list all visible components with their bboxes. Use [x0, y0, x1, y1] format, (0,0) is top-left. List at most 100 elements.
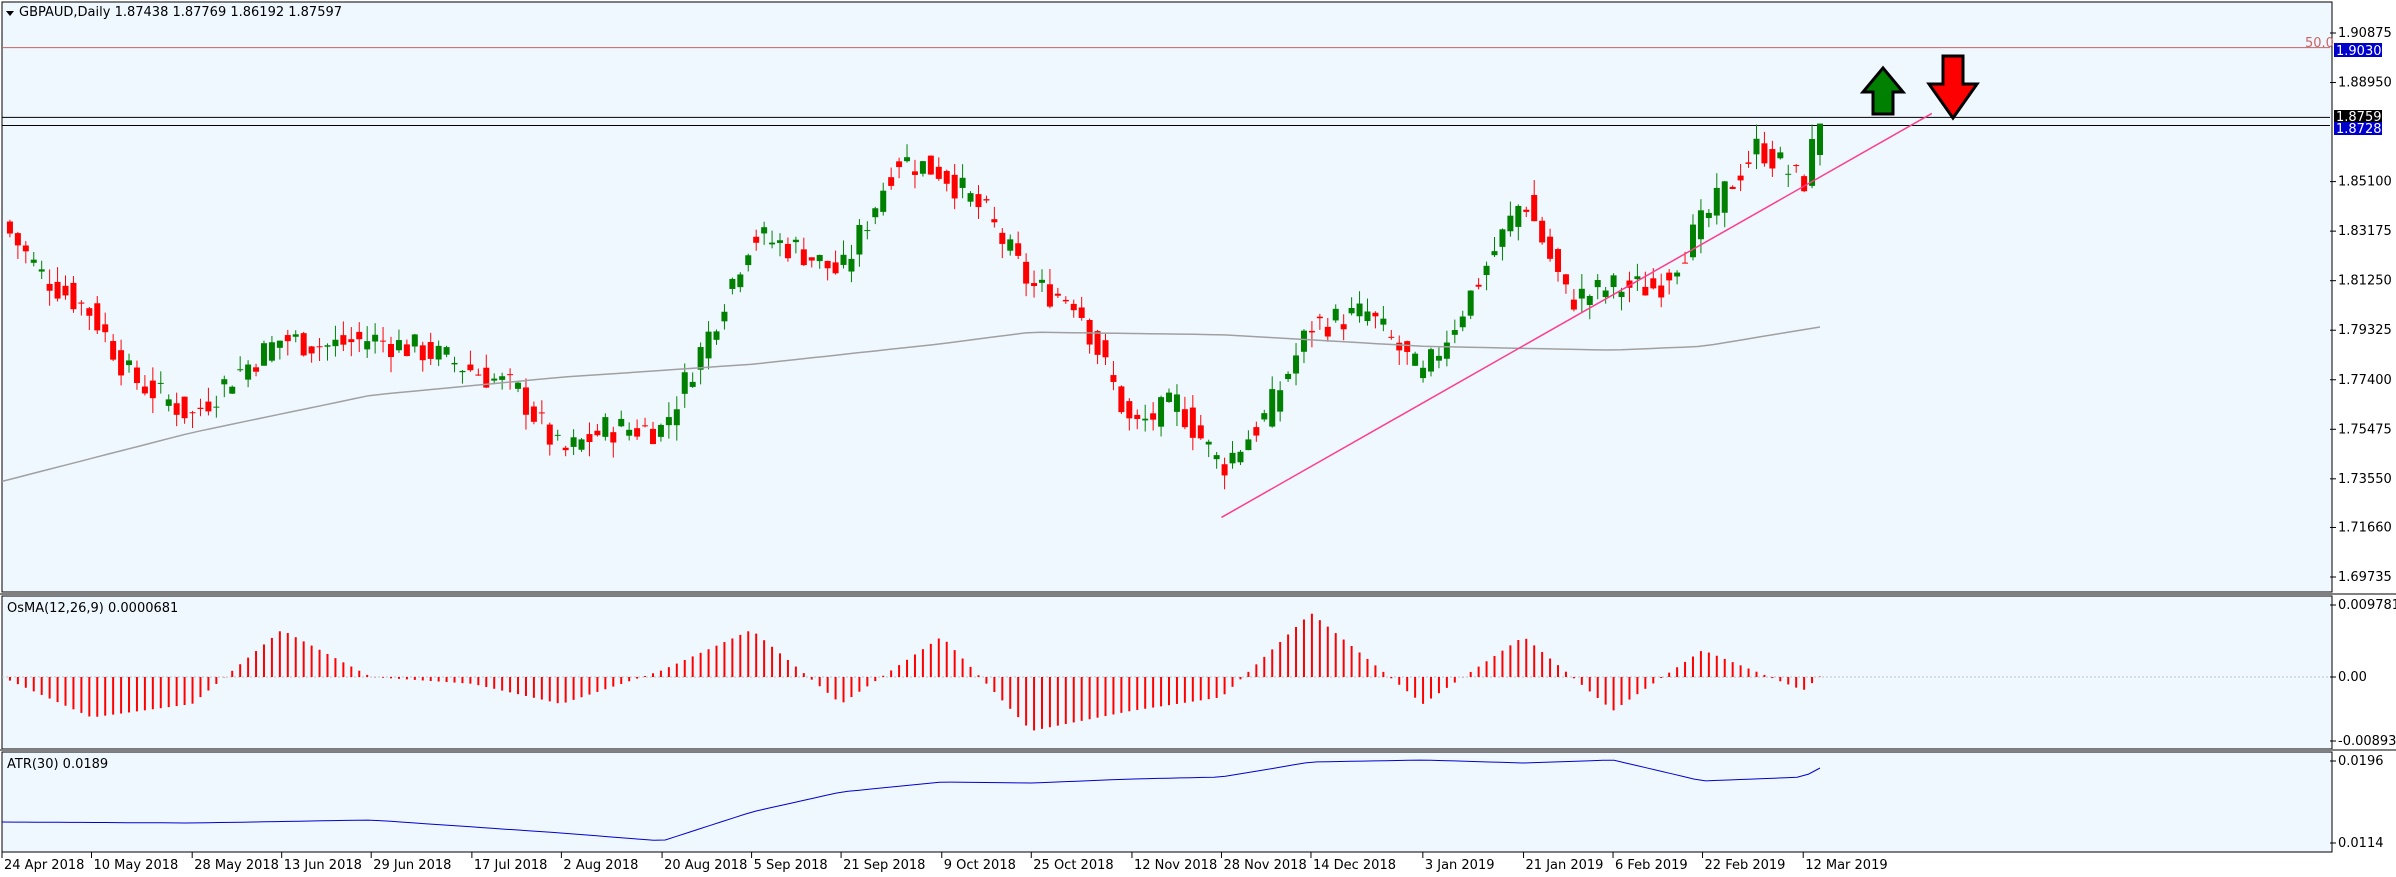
bear-candle	[943, 170, 950, 184]
bull-candle	[1356, 303, 1363, 317]
atr-panel[interactable]	[1, 751, 2333, 853]
bear-candle	[1475, 284, 1482, 287]
bear-candle	[483, 367, 490, 388]
bull-candle	[435, 345, 442, 360]
bull-candle	[1777, 152, 1784, 159]
bull-candle	[1166, 392, 1173, 402]
bear-candle	[784, 243, 791, 259]
bear-candle	[562, 447, 569, 451]
bear-candle	[348, 339, 355, 343]
bear-candle	[1023, 261, 1030, 284]
bear-candle	[1682, 262, 1689, 264]
bear-candle	[1372, 312, 1379, 317]
bear-candle	[1388, 336, 1395, 338]
bull-candle	[499, 376, 506, 380]
bear-candle	[1197, 425, 1204, 439]
bull-candle	[1809, 139, 1816, 186]
bear-candle	[983, 199, 990, 201]
bear-candle	[1046, 284, 1053, 307]
bull-candle	[713, 331, 720, 340]
bull-candle	[268, 342, 275, 361]
bear-candle	[86, 308, 93, 316]
bear-candle	[1078, 307, 1085, 318]
date-tick-label: 6 Feb 2019	[1615, 858, 1688, 873]
bull-candle	[1483, 265, 1490, 276]
bull-candle	[1205, 441, 1212, 445]
bear-candle	[1015, 243, 1022, 256]
bear-candle	[1134, 414, 1141, 420]
marked-price-label: 1.87280	[2336, 122, 2390, 137]
bear-candle	[205, 401, 212, 412]
bull-candle	[443, 347, 450, 355]
bull-candle	[697, 347, 704, 370]
bull-candle	[126, 360, 133, 366]
bull-candle	[777, 240, 784, 243]
date-tick-label: 17 Jul 2018	[474, 858, 548, 873]
current-price-box	[2334, 110, 2382, 123]
bear-candle	[1729, 186, 1736, 189]
bull-candle	[1515, 205, 1522, 227]
bull-candle	[292, 334, 299, 337]
bull-candle	[1269, 389, 1276, 427]
bull-candle	[745, 255, 752, 266]
bull-candle	[816, 255, 823, 262]
moving-average-line	[1, 326, 1821, 483]
bear-candle	[594, 430, 601, 436]
price-tick-label: 1.79325	[2338, 323, 2392, 338]
bull-candle	[1332, 308, 1339, 321]
bear-candle	[1340, 324, 1347, 330]
bear-candle	[991, 219, 998, 223]
current-price-label: 1.87597	[2336, 110, 2390, 125]
bear-candle	[284, 335, 291, 342]
bear-candle	[586, 434, 593, 443]
bull-candle	[395, 340, 402, 351]
osma-panel[interactable]	[1, 595, 2333, 750]
bull-candle	[904, 157, 911, 162]
price-tick-label: 1.69735	[2338, 570, 2392, 585]
bull-candle	[1674, 272, 1681, 277]
bull-candle	[324, 345, 331, 347]
bull-candle	[1507, 215, 1514, 232]
bear-candle	[380, 340, 387, 342]
bull-candle	[1634, 276, 1641, 280]
bear-candle	[1769, 149, 1776, 169]
price-tick-label: 1.88950	[2338, 76, 2392, 91]
bull-candle	[848, 258, 855, 272]
atr-title: ATR(30) 0.0189	[7, 757, 108, 772]
bear-candle	[1094, 331, 1101, 355]
bear-candle	[634, 428, 641, 437]
atr-line	[1, 759, 1821, 841]
bear-candle	[1642, 286, 1649, 296]
bear-candle	[1523, 209, 1530, 212]
collapse-triangle-icon[interactable]	[6, 11, 14, 16]
bull-candle	[1817, 123, 1823, 155]
bull-candle	[959, 177, 966, 188]
bull-candle	[1499, 229, 1506, 247]
bear-candle	[1737, 175, 1744, 181]
bull-candle	[245, 364, 252, 380]
bear-candle	[935, 166, 942, 179]
bear-candle	[832, 262, 839, 274]
fib-price-box	[2334, 43, 2382, 57]
date-tick-label: 28 May 2018	[194, 858, 279, 873]
bull-candle	[705, 331, 712, 359]
bull-candle	[1158, 397, 1165, 427]
date-tick-label: 20 Aug 2018	[664, 858, 747, 873]
date-tick-label: 13 Jun 2018	[284, 858, 362, 873]
bull-candle	[1245, 439, 1252, 451]
bear-candle	[610, 432, 617, 443]
date-tick-label: 12 Mar 2019	[1805, 858, 1887, 873]
bull-candle	[165, 399, 172, 406]
bull-candle	[1173, 394, 1180, 412]
bull-candle	[364, 341, 371, 350]
main-panel[interactable]	[1, 1, 2333, 593]
bull-candle	[491, 378, 498, 381]
bear-candle	[927, 155, 934, 175]
bull-candle	[1229, 452, 1236, 464]
bull-candle	[1038, 279, 1045, 283]
bull-candle	[1364, 311, 1371, 322]
date-tick-label: 9 Oct 2018	[944, 858, 1016, 873]
bear-candle	[1658, 285, 1665, 298]
bear-candle	[1761, 143, 1768, 164]
